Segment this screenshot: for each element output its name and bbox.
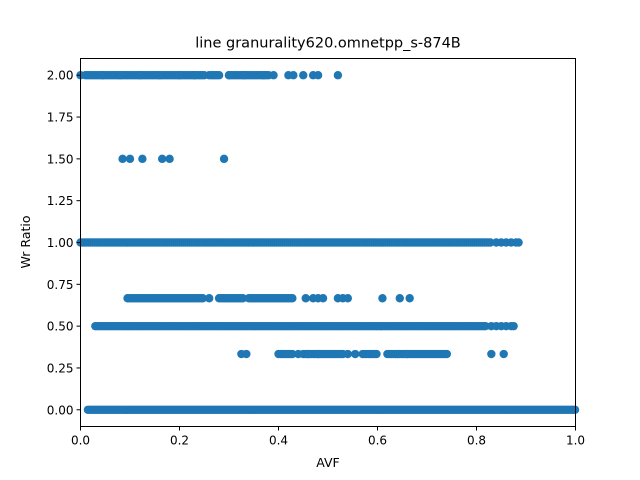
data-point	[372, 349, 381, 359]
x-axis: 0.0 0.2 0.4 0.6 0.8 1.0	[71, 426, 585, 448]
y-tick-label: 0.50	[47, 320, 74, 334]
y-axis-label: Wr Ratio	[18, 215, 33, 268]
data-point	[118, 154, 127, 164]
data-point	[239, 71, 249, 80]
data-point	[304, 349, 313, 359]
y-tick-label: 0.25	[47, 361, 74, 375]
data-point	[351, 349, 360, 359]
data-point	[395, 294, 404, 303]
x-tick-label: 0.8	[467, 434, 486, 448]
data-point	[313, 71, 323, 80]
data-point	[98, 71, 107, 80]
data-point	[442, 349, 451, 359]
data-point	[499, 349, 508, 359]
data-point	[481, 321, 490, 331]
data-point	[313, 349, 323, 359]
data-point	[393, 349, 402, 359]
data-point	[198, 294, 207, 303]
data-point	[115, 71, 125, 80]
data-point	[333, 71, 343, 80]
y-tick-label: 1.50	[47, 152, 74, 166]
data-point	[318, 294, 328, 303]
y-tick-label: 1.75	[47, 111, 74, 125]
y-axis: 0.00 0.25 0.50 0.75 1.00 1.25 1.50 1.75 2.00	[47, 69, 81, 417]
data-point	[343, 294, 352, 303]
data-point	[190, 71, 199, 80]
chart-title: line granurality620.omnetpp_s-874B	[195, 36, 461, 52]
x-tick-label: 0.2	[170, 434, 189, 448]
data-points	[76, 71, 580, 414]
x-axis-label: AVF	[316, 455, 340, 470]
data-point	[301, 294, 310, 303]
data-point	[224, 71, 234, 80]
data-point	[486, 238, 495, 247]
data-point	[157, 154, 167, 164]
data-point	[514, 238, 523, 247]
y-tick-label: 1.00	[47, 236, 74, 250]
y-tick-label: 0.75	[47, 278, 74, 292]
data-point	[487, 349, 496, 359]
x-tick-label: 1.0	[566, 434, 585, 448]
x-tick-label: 0.0	[71, 434, 90, 448]
data-point	[155, 71, 164, 80]
data-point	[175, 71, 184, 80]
data-point	[214, 71, 224, 80]
data-point	[138, 154, 147, 164]
data-point	[238, 294, 248, 303]
y-tick-label: 2.00	[47, 69, 74, 83]
data-point	[125, 154, 135, 164]
data-point	[289, 71, 298, 80]
data-point	[288, 294, 297, 303]
y-tick-label: 0.00	[47, 403, 74, 417]
data-point	[242, 349, 251, 359]
data-point	[299, 71, 308, 80]
data-point	[269, 71, 278, 80]
data-point	[405, 294, 414, 303]
data-point	[288, 349, 297, 359]
data-point	[403, 349, 412, 359]
data-point	[343, 349, 352, 359]
data-point	[378, 294, 387, 303]
y-tick-label: 1.25	[47, 194, 74, 208]
data-point	[165, 154, 174, 164]
x-tick-label: 0.6	[368, 434, 387, 448]
data-point	[259, 71, 268, 80]
data-point	[219, 154, 229, 164]
x-tick-label: 0.4	[269, 434, 288, 448]
data-point	[205, 294, 214, 303]
data-point	[135, 71, 145, 80]
data-point	[294, 349, 303, 359]
data-point	[509, 321, 518, 331]
